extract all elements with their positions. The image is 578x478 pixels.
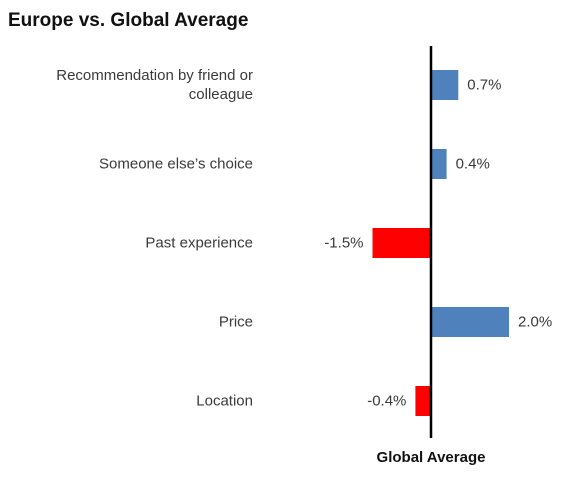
bar [431,149,447,179]
category-label: Someone else’s choice [99,156,253,173]
category-label: Location [196,393,253,410]
category-label-line: Location [196,393,253,410]
category-label: Price [219,314,253,331]
bar-value-label: 0.4% [456,156,490,173]
category-label-line: Past experience [145,235,253,252]
bar-value-label: 2.0% [518,314,552,331]
category-label-line: Someone else’s choice [99,156,253,173]
bar [372,228,431,258]
x-axis-label: Global Average [377,449,486,466]
category-label-line: Price [219,314,253,331]
category-label: Recommendation by friend or colleague [56,67,253,103]
bar [431,307,509,337]
bar-value-label: -0.4% [367,393,406,410]
bar [415,386,431,416]
category-label-line: colleague [189,86,253,103]
category-label-line: Recommendation by friend or [56,67,253,84]
chart-title: Europe vs. Global Average [8,10,248,31]
bar-value-label: 0.7% [467,77,501,94]
bar [431,70,459,100]
category-label: Past experience [145,235,253,252]
bar-value-label: -1.5% [324,235,363,252]
bars-group: 0.7% Recommendation by friend or colleague… [56,67,552,416]
